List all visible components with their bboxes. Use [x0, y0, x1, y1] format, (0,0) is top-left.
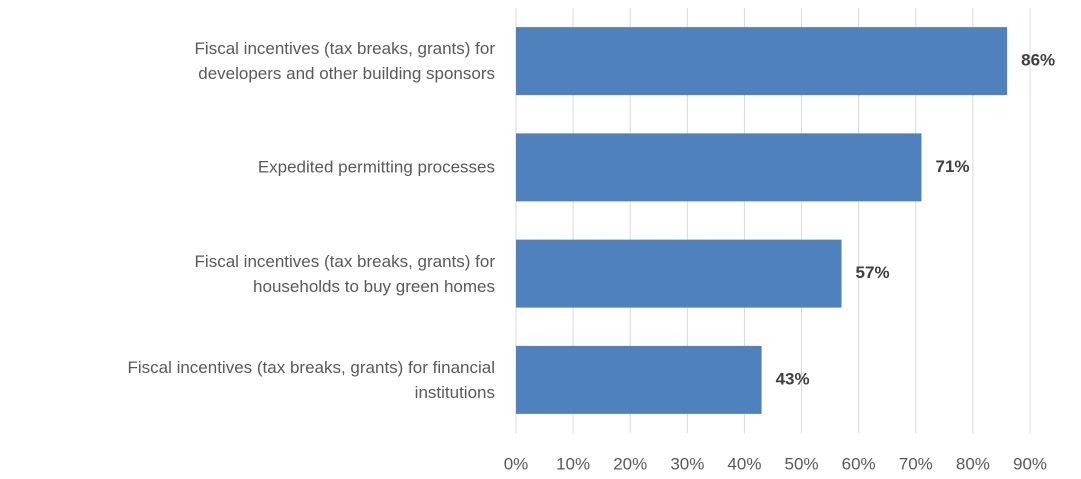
x-tick-label: 80% [956, 454, 990, 473]
x-tick-label: 0% [504, 454, 529, 473]
bar [516, 27, 1008, 96]
x-tick-label: 10% [556, 454, 590, 473]
data-label: 43% [776, 369, 810, 388]
bar [516, 133, 922, 202]
x-tick-label: 30% [670, 454, 704, 473]
bar [516, 345, 762, 414]
x-tick-label: 40% [727, 454, 761, 473]
x-tick-label: 50% [785, 454, 819, 473]
data-label: 86% [1021, 51, 1055, 70]
data-label: 57% [856, 263, 890, 282]
y-tick-label: Fiscal incentives (tax breaks, grants) f… [127, 357, 495, 402]
y-tick-label: Expedited permitting processes [257, 157, 495, 177]
x-tick-label: 60% [842, 454, 876, 473]
x-tick-label: 70% [899, 454, 933, 473]
x-tick-label: 20% [613, 454, 647, 473]
data-label: 71% [935, 157, 969, 176]
y-tick-label: Fiscal incentives (tax breaks, grants) f… [194, 39, 495, 84]
bar [516, 239, 842, 308]
y-tick-label: Fiscal incentives (tax breaks, grants) f… [194, 251, 495, 296]
x-tick-label: 90% [1013, 454, 1047, 473]
